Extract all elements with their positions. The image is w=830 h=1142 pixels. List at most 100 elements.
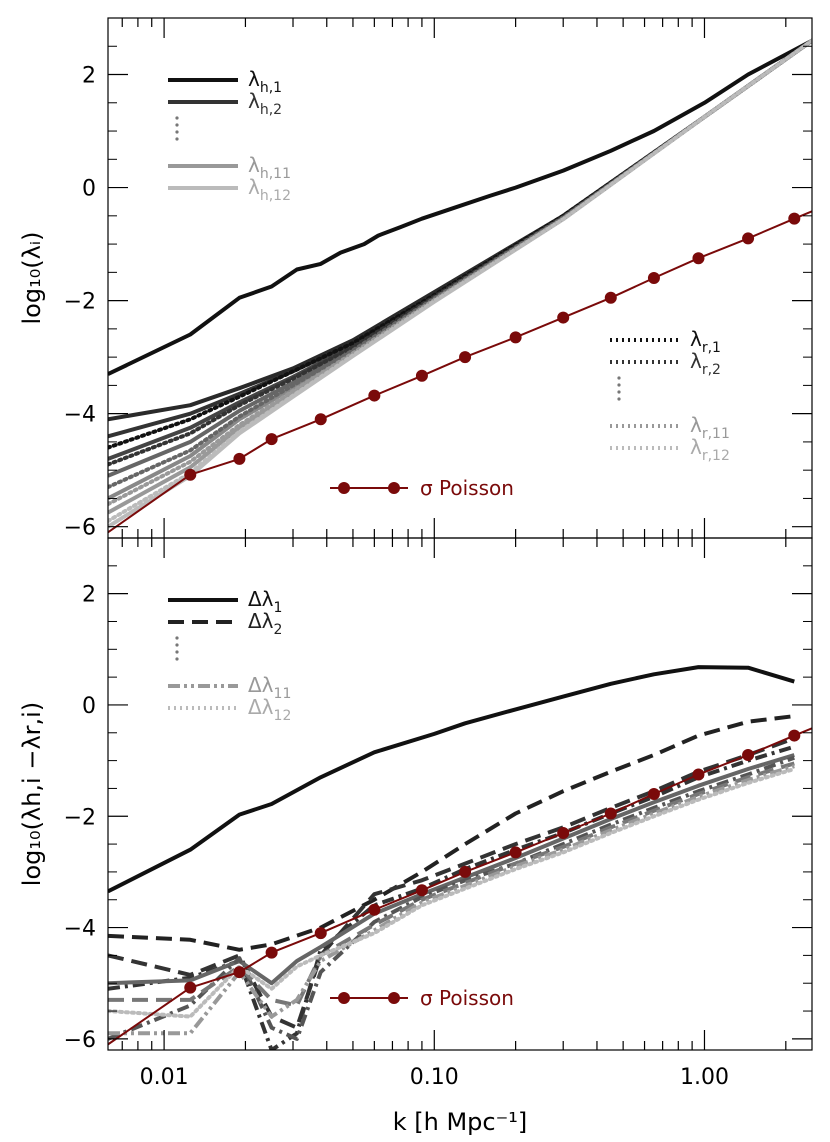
plot-area-bottom bbox=[108, 665, 812, 1050]
legend-symbol: λ bbox=[690, 327, 702, 351]
legend-label: λr,11 bbox=[690, 413, 730, 442]
poisson-marker-12 bbox=[692, 768, 705, 781]
x-axis-title: k [h Mpc⁻¹] bbox=[393, 1108, 528, 1136]
poisson-marker-14 bbox=[788, 212, 801, 225]
legend-subscript: 12 bbox=[274, 708, 292, 724]
y-tick-label: 2 bbox=[82, 64, 96, 89]
poisson-marker-3 bbox=[265, 433, 278, 446]
poisson-marker-3 bbox=[265, 946, 278, 959]
series-line-5 bbox=[108, 38, 812, 478]
poisson-marker-9 bbox=[557, 826, 570, 839]
poisson-marker-7 bbox=[459, 865, 472, 878]
poisson-marker-8 bbox=[509, 846, 522, 859]
legend-subscript: h,12 bbox=[260, 188, 291, 204]
legend-ellipsis-dot bbox=[617, 390, 621, 394]
series-line-10 bbox=[108, 727, 812, 1046]
legend-poisson-bottom: σ Poisson bbox=[330, 986, 514, 1010]
poisson-marker-12 bbox=[692, 252, 705, 265]
series-line-1 bbox=[108, 665, 795, 894]
legend-label: Δλ11 bbox=[248, 673, 291, 702]
poisson-legend-marker bbox=[338, 992, 350, 1004]
series-line-10 bbox=[108, 38, 812, 467]
legend-label: Δλ12 bbox=[248, 695, 291, 724]
legend-subscript: r,11 bbox=[702, 426, 730, 442]
legend-ellipsis-dot bbox=[175, 657, 179, 661]
y-tick-label: −2 bbox=[64, 805, 96, 830]
y-tick-label: 0 bbox=[82, 694, 96, 719]
legend-symbol: λ bbox=[248, 153, 260, 177]
legend-ellipsis-dot bbox=[175, 650, 179, 654]
legend-symbol: Δλ bbox=[248, 695, 274, 719]
poisson-legend-label: σ Poisson bbox=[420, 986, 514, 1010]
legend-subscript: h,1 bbox=[260, 80, 282, 96]
legend-label: Δλ2 bbox=[248, 609, 282, 638]
legend-subscript: h,2 bbox=[260, 102, 282, 118]
y-tick-label: −2 bbox=[64, 290, 96, 315]
poisson-marker-1 bbox=[184, 468, 197, 481]
poisson-marker-5 bbox=[368, 903, 381, 916]
series-line-7 bbox=[108, 761, 795, 1008]
y-axis-title: log₁₀(λᵢ) bbox=[18, 231, 46, 324]
poisson-marker-13 bbox=[742, 749, 755, 762]
legend-ellipsis-dot bbox=[617, 383, 621, 387]
y-tick-label: −4 bbox=[64, 917, 96, 942]
legend-subscript: 1 bbox=[274, 600, 283, 616]
legend-symbol: λ bbox=[690, 413, 702, 437]
legend-subscript: r,1 bbox=[702, 340, 721, 356]
legend-subscript: 2 bbox=[274, 622, 283, 638]
series-line-5 bbox=[108, 753, 795, 986]
series-line-1 bbox=[108, 38, 812, 376]
poisson-legend-marker bbox=[388, 482, 400, 494]
poisson-marker-8 bbox=[509, 331, 522, 344]
plot-area-top bbox=[108, 38, 812, 534]
poisson-marker-11 bbox=[647, 272, 660, 284]
legend-symbol: Δλ bbox=[248, 673, 274, 697]
legend-ellipsis-dot bbox=[175, 636, 179, 640]
poisson-legend-marker bbox=[338, 482, 350, 494]
legend-label: λh,12 bbox=[248, 175, 291, 204]
legend-label: λh,11 bbox=[248, 153, 291, 182]
legend-ellipsis-dot bbox=[617, 397, 621, 401]
legend-symbol: λ bbox=[248, 89, 260, 113]
legend-subscript: r,2 bbox=[702, 362, 721, 378]
series-line-8 bbox=[108, 764, 795, 1036]
y-tick-label: 0 bbox=[82, 177, 96, 202]
y-tick-label: 2 bbox=[82, 583, 96, 608]
poisson-legend-marker bbox=[388, 992, 400, 1004]
legend-ellipsis-dot bbox=[175, 116, 179, 120]
legend-symbol: λ bbox=[248, 67, 260, 91]
poisson-marker-2 bbox=[233, 452, 246, 465]
legend-subscript: 11 bbox=[274, 686, 292, 702]
poisson-marker-6 bbox=[415, 369, 428, 382]
legend-subscript: r,12 bbox=[702, 448, 730, 464]
series-line-4 bbox=[108, 744, 795, 1050]
legend-ellipsis-dot bbox=[175, 643, 179, 647]
panel-bottom: 2 0 −2 −4 −6 0.01 0.10 1.00 k [h Mpc⁻¹] log₁₀(λh,… bbox=[18, 537, 813, 1136]
x-tick-label: 0.10 bbox=[410, 1065, 459, 1090]
legend-symbol: λ bbox=[690, 349, 702, 373]
poisson-marker-6 bbox=[415, 884, 428, 897]
legend-symbol: Δλ bbox=[248, 609, 274, 633]
series-line-14 bbox=[108, 210, 812, 534]
poisson-marker-5 bbox=[368, 389, 381, 402]
poisson-marker-4 bbox=[314, 927, 327, 940]
y-tick-label: −6 bbox=[64, 516, 96, 541]
panel-top: 20−2−4−6log₁₀(λᵢ)λh,1λh,2λh,11λh,12λr,1λ… bbox=[18, 17, 813, 541]
poisson-marker-1 bbox=[184, 981, 197, 994]
poisson-marker-4 bbox=[314, 413, 327, 426]
series-line-6 bbox=[108, 755, 795, 1041]
series-line-9 bbox=[108, 767, 797, 1019]
legend-ellipsis-dot bbox=[175, 123, 179, 127]
legend-symbol: λ bbox=[690, 435, 702, 459]
x-tick-label: 0.01 bbox=[140, 1065, 189, 1090]
legend-label: λh,1 bbox=[248, 67, 282, 96]
legend-symbol: λ bbox=[248, 175, 260, 199]
series-line-13 bbox=[108, 38, 812, 523]
legend-label: Δλ1 bbox=[248, 587, 282, 616]
y-tick-label: −6 bbox=[64, 1028, 96, 1053]
poisson-marker-9 bbox=[557, 311, 570, 324]
legend-label: λh,2 bbox=[248, 89, 282, 118]
